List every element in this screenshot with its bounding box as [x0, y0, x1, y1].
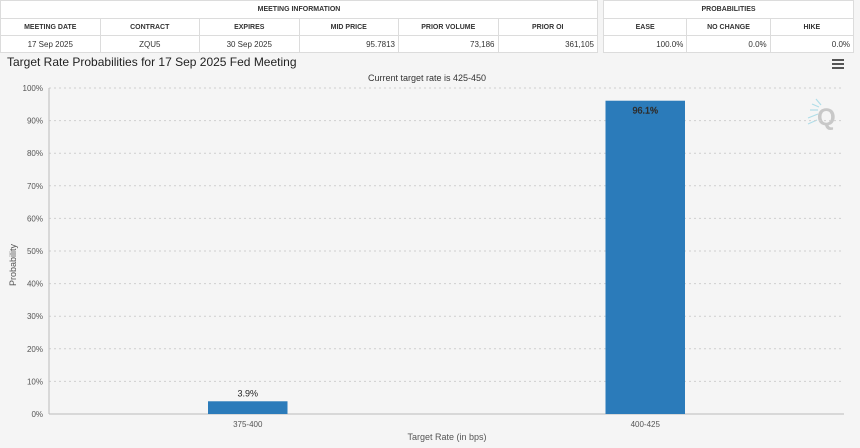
meeting-information-header: MEETING INFORMATION — [0, 0, 598, 19]
meeting-information-table: MEETING INFORMATION MEETING DATE CONTRAC… — [0, 0, 598, 53]
col-no-change: NO CHANGE — [686, 18, 771, 36]
col-expires: EXPIRES — [199, 18, 300, 36]
bar-375-400[interactable] — [208, 401, 288, 414]
hamburger-menu-icon[interactable] — [832, 59, 844, 69]
y-tick-label: 50% — [27, 247, 43, 256]
no-change-value: 0.0% — [686, 35, 771, 53]
x-tick-label: 400-425 — [631, 420, 661, 429]
meeting-date-value: 17 Sep 2025 — [0, 35, 101, 53]
col-contract: CONTRACT — [99, 18, 200, 36]
y-axis-title: Probability — [8, 243, 18, 286]
mid-price-value: 95.7813 — [298, 35, 399, 53]
expires-value: 30 Sep 2025 — [199, 35, 300, 53]
col-hike: HIKE — [769, 18, 855, 36]
table-row: 100.0% 0.0% 0.0% — [602, 35, 855, 53]
quikstrike-logo-icon: Q — [806, 96, 840, 132]
y-tick-label: 70% — [27, 182, 43, 191]
prior-oi-value: 361,105 — [497, 35, 598, 53]
col-ease: EASE — [602, 18, 688, 36]
table-row: 17 Sep 2025 ZQU5 30 Sep 2025 95.7813 73,… — [0, 35, 598, 53]
col-prior-oi: PRIOR OI — [497, 18, 598, 36]
chart-subtitle: Current target rate is 425-450 — [368, 73, 486, 83]
ease-value: 100.0% — [602, 35, 688, 53]
prior-volume-value: 73,186 — [398, 35, 499, 53]
y-tick-label: 10% — [27, 377, 43, 386]
chart-title: Target Rate Probabilities for 17 Sep 202… — [7, 55, 297, 69]
y-tick-label: 0% — [31, 410, 43, 419]
x-axis-title: Target Rate (in bps) — [407, 432, 486, 442]
x-tick-label: 375-400 — [233, 420, 263, 429]
bar-chart: Current target rate is 425-450 0% 10% 20% 3… — [8, 73, 844, 442]
col-meeting-date: MEETING DATE — [0, 18, 101, 36]
contract-value: ZQU5 — [99, 35, 200, 53]
bar-data-label: 96.1% — [632, 106, 658, 116]
col-prior-volume: PRIOR VOLUME — [398, 18, 499, 36]
y-tick-label: 60% — [27, 214, 43, 223]
hike-value: 0.0% — [769, 35, 855, 53]
probabilities-table: PROBABILITIES EASE NO CHANGE HIKE 100.0%… — [602, 0, 855, 53]
y-tick-label: 40% — [27, 280, 43, 289]
col-mid-price: MID PRICE — [298, 18, 399, 36]
svg-text:Q: Q — [817, 104, 836, 131]
probabilities-header: PROBABILITIES — [603, 0, 854, 19]
bar-data-label: 3.9% — [237, 388, 258, 398]
y-tick-label: 80% — [27, 149, 43, 158]
bar-400-425[interactable] — [605, 100, 686, 415]
y-tick-label: 30% — [27, 312, 43, 321]
y-tick-label: 90% — [27, 117, 43, 126]
y-tick-label: 100% — [23, 84, 43, 93]
y-tick-label: 20% — [27, 345, 43, 354]
